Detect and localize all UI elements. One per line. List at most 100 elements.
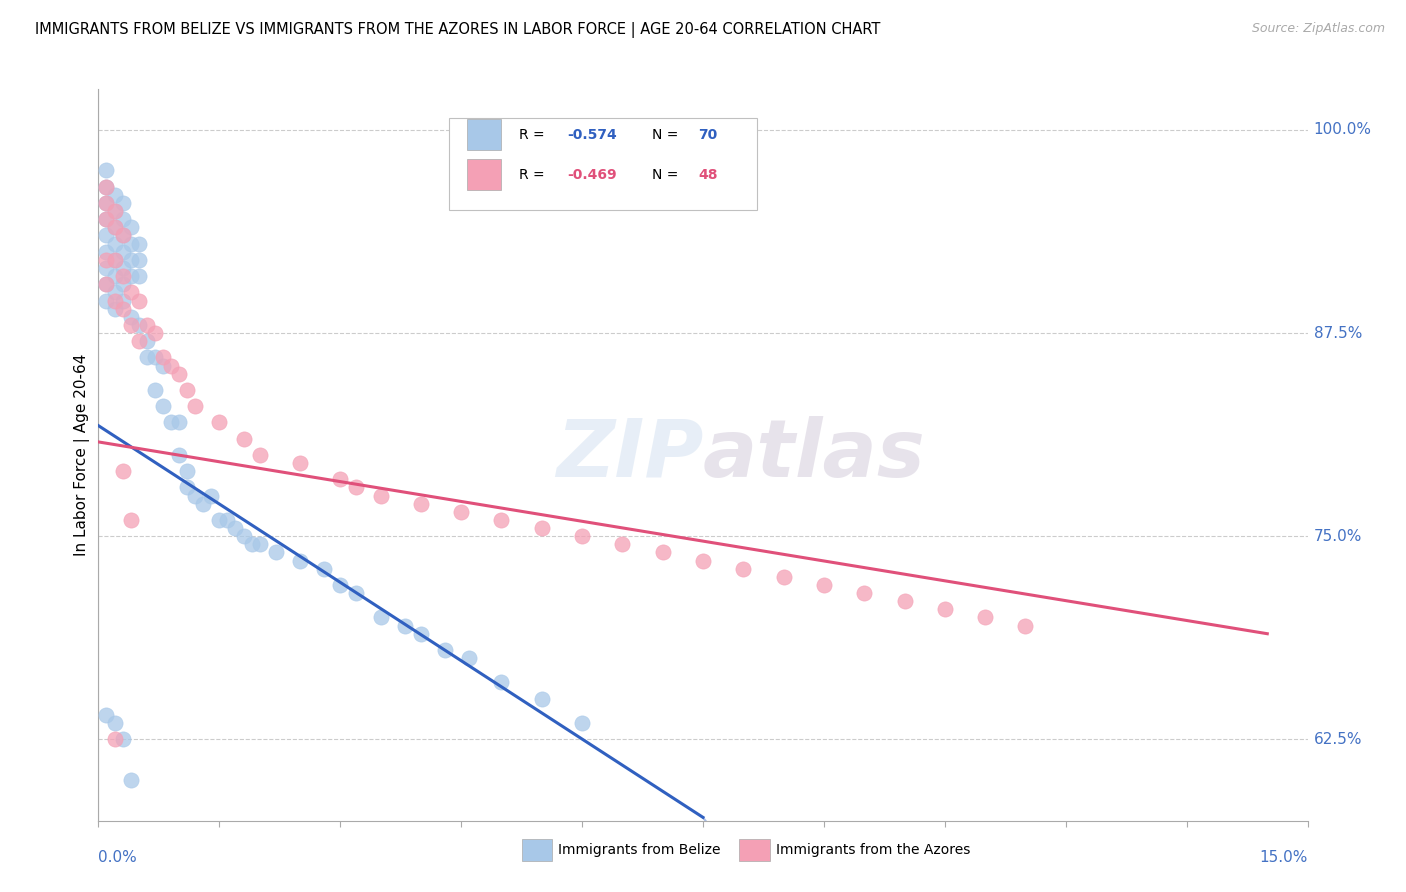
Point <box>152 359 174 373</box>
Point <box>120 220 142 235</box>
Point <box>111 301 134 316</box>
Text: Source: ZipAtlas.com: Source: ZipAtlas.com <box>1251 22 1385 36</box>
Point <box>152 399 174 413</box>
Point <box>103 285 125 300</box>
Point <box>143 383 166 397</box>
Point <box>458 651 481 665</box>
Point <box>96 212 118 227</box>
Point <box>96 179 118 194</box>
FancyBboxPatch shape <box>467 160 501 190</box>
Point <box>176 464 198 478</box>
Point <box>96 244 118 259</box>
Point <box>249 537 271 551</box>
Point <box>120 236 142 251</box>
Point <box>409 626 432 640</box>
Point <box>934 602 956 616</box>
Point <box>288 553 311 567</box>
Point <box>176 480 198 494</box>
Point <box>370 610 392 624</box>
Point <box>120 269 142 284</box>
Point <box>103 187 125 202</box>
Text: N =: N = <box>652 128 683 142</box>
Point <box>111 228 134 243</box>
Point <box>249 448 271 462</box>
Point <box>184 489 207 503</box>
Point <box>103 293 125 308</box>
Point <box>288 456 311 470</box>
Text: atlas: atlas <box>703 416 925 494</box>
Text: -0.574: -0.574 <box>568 128 617 142</box>
Point <box>135 334 157 348</box>
Point <box>167 416 190 430</box>
Point <box>232 432 254 446</box>
Point <box>208 513 231 527</box>
Point <box>96 260 118 275</box>
FancyBboxPatch shape <box>467 120 501 150</box>
Point <box>120 318 142 332</box>
Point <box>434 643 457 657</box>
Point <box>96 196 118 211</box>
Point <box>314 562 336 576</box>
Point <box>143 326 166 340</box>
Point <box>120 285 142 300</box>
Point <box>176 383 198 397</box>
Point <box>96 252 118 267</box>
Point <box>143 351 166 365</box>
Point <box>193 497 215 511</box>
Point <box>111 732 134 747</box>
Point <box>160 359 183 373</box>
Point <box>329 578 352 592</box>
Point <box>96 163 118 178</box>
Point <box>651 545 673 559</box>
Point <box>111 269 134 284</box>
Point <box>111 196 134 211</box>
Point <box>772 570 794 584</box>
Point <box>103 301 125 316</box>
Point <box>167 448 190 462</box>
Text: ZIP: ZIP <box>555 416 703 494</box>
Point <box>120 310 142 324</box>
Point <box>103 220 125 235</box>
Point <box>1014 618 1036 632</box>
Point <box>111 244 134 259</box>
Point <box>111 228 134 243</box>
Point <box>491 513 513 527</box>
Point <box>184 399 207 413</box>
Y-axis label: In Labor Force | Age 20-64: In Labor Force | Age 20-64 <box>75 354 90 556</box>
Text: N =: N = <box>652 168 683 182</box>
Point <box>217 513 239 527</box>
Point <box>135 318 157 332</box>
Text: 0.0%: 0.0% <box>98 850 138 865</box>
Point <box>409 497 432 511</box>
Point <box>240 537 263 551</box>
Point <box>111 464 134 478</box>
Text: 87.5%: 87.5% <box>1313 326 1362 341</box>
Point <box>96 293 118 308</box>
Text: -0.469: -0.469 <box>568 168 617 182</box>
Point <box>103 204 125 219</box>
Point <box>103 269 125 284</box>
Point <box>96 179 118 194</box>
Point <box>103 732 125 747</box>
Point <box>167 367 190 381</box>
Point <box>491 675 513 690</box>
FancyBboxPatch shape <box>740 838 769 861</box>
Point <box>96 277 118 292</box>
Point <box>103 716 125 731</box>
Point <box>111 277 134 292</box>
FancyBboxPatch shape <box>449 119 758 210</box>
Text: 15.0%: 15.0% <box>1260 850 1308 865</box>
Point <box>96 708 118 723</box>
Text: 70: 70 <box>699 128 717 142</box>
FancyBboxPatch shape <box>522 838 551 861</box>
Point <box>893 594 915 608</box>
Point <box>530 521 553 535</box>
Point <box>853 586 876 600</box>
Point <box>370 489 392 503</box>
Point <box>96 277 118 292</box>
Point <box>128 334 150 348</box>
Text: 100.0%: 100.0% <box>1313 122 1372 137</box>
Point <box>111 212 134 227</box>
Point <box>103 220 125 235</box>
Text: 62.5%: 62.5% <box>1313 731 1362 747</box>
